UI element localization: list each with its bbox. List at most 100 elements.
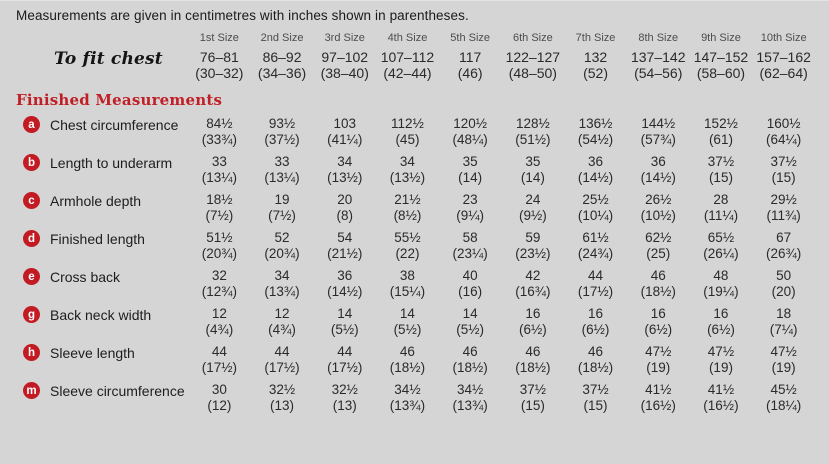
measurement-row-c: c Armhole depth 18½ (7½) 19 (7½) 20 (8) 21½ (8½) 2… [16, 192, 815, 224]
measurement-cell: 28 (11¼) [690, 192, 753, 224]
in-value: (38–40) [320, 65, 369, 81]
in-value: (46) [457, 65, 483, 81]
measurement-cell: 38 (15¼) [376, 268, 439, 300]
in-value: (33¾) [201, 132, 237, 147]
cm-value: 120½ [453, 116, 488, 131]
measurement-cell: 112½ (45) [376, 116, 439, 148]
cm-value: 12 [274, 306, 290, 321]
section-heading: Finished Measurements [16, 91, 223, 109]
in-value: (41¼) [327, 132, 363, 147]
cm-value: 46 [650, 268, 666, 283]
in-value: (24¾) [577, 246, 614, 261]
size-header-label: 9th Size [701, 32, 741, 44]
measurement-rows: a Chest circumference 84½ (33¾) 93½ (37½) 103(… [16, 116, 815, 414]
measurement-cell: 16 (6½) [627, 306, 690, 338]
in-value: (16½) [703, 398, 739, 413]
measurement-cell: 41½ (16½) [627, 382, 690, 414]
in-value: (8½) [393, 208, 422, 223]
cm-value: 41½ [707, 382, 735, 397]
cm-value: 14 [337, 306, 353, 321]
to-fit-chest-cell: 86–92 (34–36) [251, 49, 314, 81]
in-value: (64¼) [766, 132, 802, 147]
cm-value: 144½ [641, 116, 676, 131]
in-value: (21½) [327, 246, 363, 261]
cm-value: 34 [337, 154, 353, 169]
measurement-cell: 47½ (19) [627, 344, 690, 376]
cm-value: 18½ [206, 192, 233, 207]
measurement-cell: 29½ (11¾) [752, 192, 815, 224]
measurement-cell: 19 (7½) [251, 192, 314, 224]
in-value: (26¼) [703, 246, 739, 261]
in-value: (11¼) [703, 208, 739, 223]
cm-value: 12 [211, 306, 227, 321]
cm-value: 46 [525, 344, 541, 359]
measurement-cell: 128½ (51½) [502, 116, 565, 148]
in-value: (19¼) [703, 284, 739, 299]
measurement-cell: 12 (4¾) [251, 306, 314, 338]
measurement-cell: 34½ (13¾) [439, 382, 502, 414]
measurement-cell: 14 (5½) [313, 306, 376, 338]
measurement-cell: 152½ (61) [690, 116, 753, 148]
measurement-cell: 25½ (10¼) [564, 192, 627, 224]
cm-value: 16 [650, 306, 666, 321]
measurement-cell: 144½ (57¾) [627, 116, 690, 148]
to-fit-chest-cell: 147–152 (58–60) [690, 49, 753, 81]
in-value: (48–50) [508, 65, 557, 81]
measurement-cell: 58 (23¼) [439, 230, 502, 262]
measurement-cell: 44 (17½) [251, 344, 314, 376]
cm-value: 21½ [394, 192, 421, 207]
key-badge-e: e [23, 268, 40, 285]
key-badge-g: g [23, 306, 40, 323]
size-header-label: 8th Size [638, 32, 679, 44]
measurement-cell: 59 (23½) [502, 230, 565, 262]
in-value: (5½) [330, 322, 359, 337]
in-value: (4¾) [268, 322, 296, 337]
in-value: (52) [583, 65, 608, 81]
measurement-cell: 16 (6½) [564, 306, 627, 338]
in-value: (18½) [389, 360, 426, 375]
size-header-label: 5th Size [450, 32, 491, 44]
measurement-cell: 34 (13½) [376, 154, 439, 186]
cm-value: 46 [462, 344, 478, 359]
measurement-cell: 52 (20¾) [251, 230, 314, 262]
in-value: (54½) [577, 132, 614, 147]
measurement-cell: 20 (8) [313, 192, 376, 224]
cm-value: 54 [337, 230, 353, 245]
cm-value: 47½ [645, 344, 672, 359]
cm-value: 33 [274, 154, 290, 169]
in-value: (51½) [515, 132, 551, 147]
measurement-label: Chest circumference [50, 117, 179, 133]
in-value: (15¼) [389, 284, 426, 299]
in-value: (17½) [577, 284, 614, 299]
size-header-label: 2nd Size [260, 32, 304, 44]
cm-value: 30 [211, 382, 227, 397]
in-value: (14) [458, 170, 483, 185]
measurement-cell: 46 (18½) [376, 344, 439, 376]
measurement-cell: 136½ (54½) [564, 116, 627, 148]
measurement-cell: 37½ (15) [752, 154, 815, 186]
measurement-cell: 44 (17½) [188, 344, 251, 376]
in-value: (19) [708, 360, 733, 375]
measurement-cell: 37½ (15) [502, 382, 565, 414]
in-value: (26¾) [766, 246, 802, 261]
cm-value: 41½ [645, 382, 672, 397]
cm-value: 86–92 [262, 49, 302, 65]
in-value: (4¾) [205, 322, 234, 337]
size-header-label: 4th Size [387, 32, 428, 44]
measurement-cell: 54 (21½) [313, 230, 376, 262]
cm-value: 19 [274, 192, 290, 207]
cm-value: 36 [588, 154, 604, 169]
in-value: (7½) [268, 208, 296, 223]
in-value: (13¼) [201, 170, 237, 185]
measurement-cell: 67 (26¾) [752, 230, 815, 262]
in-value: (14½) [577, 170, 614, 185]
size-header-row: 1st Size 2nd Size 3rd Size 4th Size 5th Size… [16, 32, 815, 44]
cm-value: 46 [399, 344, 415, 359]
in-value: (37½) [264, 132, 300, 147]
cm-value: 44 [337, 344, 353, 359]
measurement-row-h: h Sleeve length 44 (17½) 44 (17½) 44 (17½) 46 (18… [16, 344, 815, 376]
cm-value: 45½ [770, 382, 797, 397]
measurement-cell: 14 (5½) [439, 306, 502, 338]
measurement-cell: 61½ (24¾) [564, 230, 627, 262]
cm-value: 160½ [766, 116, 801, 131]
